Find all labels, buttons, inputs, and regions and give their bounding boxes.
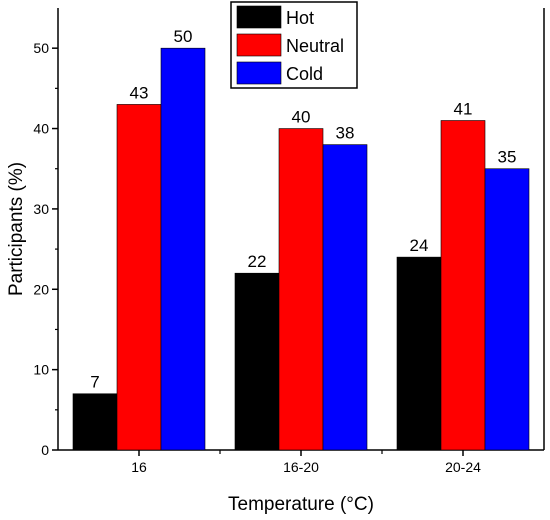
bar-cold-1	[160, 47, 206, 451]
x-tick-label: 16-20	[283, 459, 319, 475]
y-tick-label: 0	[41, 442, 49, 458]
legend-label-cold: Cold	[286, 64, 323, 84]
y-tick-label: 50	[33, 40, 49, 56]
data-label-neutral-1: 43	[130, 83, 149, 102]
bar-cold-3	[484, 168, 530, 451]
legend-swatch-hot	[236, 5, 282, 29]
x-axis-ticks: 16 16-20 20-24	[131, 450, 481, 475]
bar-hot-3	[396, 256, 442, 451]
data-label-hot-1: 7	[90, 373, 99, 392]
data-label-neutral-2: 40	[292, 108, 311, 127]
bar-series	[72, 47, 530, 451]
y-tick-label: 10	[33, 362, 49, 378]
y-tick-label: 20	[33, 281, 49, 297]
data-labels: 7 43 50 22 40 38 24 41 35	[90, 27, 516, 392]
x-tick-label: 16	[131, 459, 147, 475]
data-label-neutral-3: 41	[454, 100, 473, 119]
legend-label-neutral: Neutral	[286, 36, 344, 56]
bar-hot-1	[72, 393, 118, 451]
data-label-cold-3: 35	[498, 148, 517, 167]
legend: Hot Neutral Cold	[230, 1, 358, 89]
bar-cold-2	[322, 144, 368, 451]
x-tick-label: 20-24	[445, 459, 481, 475]
data-label-cold-2: 38	[336, 124, 355, 143]
y-axis-ticks: 0 10 20 30 40 50	[33, 40, 58, 458]
bar-neutral-1	[116, 104, 162, 451]
y-axis-title: Participants (%)	[6, 162, 27, 296]
legend-label-hot: Hot	[286, 8, 314, 28]
y-tick-label: 40	[33, 121, 49, 137]
legend-swatch-neutral	[236, 33, 282, 57]
data-label-cold-1: 50	[174, 27, 193, 46]
data-label-hot-2: 22	[248, 252, 267, 271]
bar-neutral-2	[278, 128, 324, 451]
bar-hot-2	[234, 272, 280, 451]
x-axis-title: Temperature (°C)	[228, 494, 374, 515]
data-label-hot-3: 24	[410, 236, 429, 255]
bar-neutral-3	[440, 120, 486, 451]
y-tick-label: 30	[33, 201, 49, 217]
legend-swatch-cold	[236, 61, 282, 85]
